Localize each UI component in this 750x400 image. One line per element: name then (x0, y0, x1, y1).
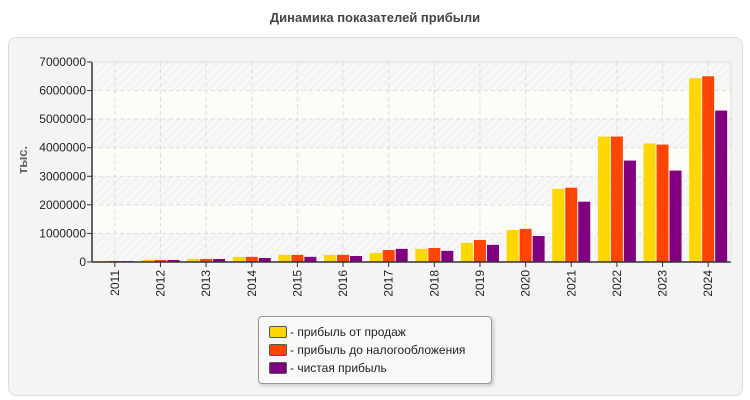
bar (369, 252, 382, 262)
plot-band (92, 90, 731, 120)
x-tick-label: 2018 (427, 270, 441, 297)
bar (519, 228, 532, 262)
x-tick-label: 2021 (564, 270, 578, 297)
x-tick-label: 2012 (153, 270, 167, 297)
y-tick-label: 3000000 (39, 169, 86, 183)
bar (552, 188, 565, 262)
bar (565, 187, 578, 262)
legend-swatch (269, 326, 287, 338)
legend-label: - прибыль до налогообложения (290, 343, 466, 357)
bar (460, 242, 473, 262)
bar (200, 259, 213, 262)
bar (291, 254, 304, 262)
legend-swatch (269, 344, 287, 356)
x-tick-label: 2013 (199, 270, 213, 297)
y-tick-label: 2000000 (39, 198, 86, 212)
x-tick-label: 2017 (382, 270, 396, 297)
bar (532, 236, 545, 262)
x-tick-label: 2015 (290, 270, 304, 297)
bar (715, 110, 728, 262)
y-tick-label: 0 (79, 255, 86, 269)
x-tick-label: 2024 (701, 270, 715, 297)
bar (187, 259, 200, 262)
bar (610, 136, 623, 262)
bar (702, 76, 715, 263)
bar (324, 254, 337, 262)
chart-title: Динамика показателей прибыли (269, 10, 481, 25)
bar (154, 260, 167, 262)
bar (656, 144, 669, 262)
bar (167, 260, 180, 262)
bar (623, 160, 636, 262)
x-tick-label: 2016 (336, 270, 350, 297)
legend-swatch (269, 362, 287, 374)
y-tick-label: 7000000 (39, 55, 86, 69)
x-tick-label: 2023 (656, 270, 670, 297)
y-tick-label: 4000000 (39, 141, 86, 155)
bar (232, 256, 245, 262)
x-tick-label: 2011 (108, 270, 122, 296)
y-tick-label: 1000000 (39, 226, 86, 240)
legend-item: - чистая прибыль (269, 359, 491, 377)
y-tick-label: 6000000 (39, 84, 86, 98)
legend-label: - чистая прибыль (290, 361, 387, 375)
y-axis-label: тыс. (15, 146, 30, 174)
bar (245, 256, 258, 262)
bar (578, 201, 591, 262)
bar (278, 254, 291, 262)
x-tick-label: 2022 (610, 270, 624, 297)
bar (258, 258, 271, 262)
x-tick-label: 2014 (245, 270, 259, 297)
bar (473, 240, 486, 262)
bar (441, 250, 454, 262)
bar (213, 259, 226, 262)
bar (689, 78, 702, 263)
x-tick-label: 2019 (473, 270, 487, 297)
bar (350, 256, 363, 262)
bar (486, 244, 499, 262)
legend-label: - прибыль от продаж (290, 325, 406, 339)
bar (395, 248, 408, 262)
bar (304, 256, 317, 262)
bar (428, 248, 441, 262)
bar (337, 254, 350, 262)
legend: - прибыль от продаж - прибыль до налогоо… (258, 316, 492, 384)
bar (506, 230, 519, 262)
x-tick-label: 2020 (519, 270, 533, 297)
bar (643, 143, 656, 262)
bar (415, 248, 428, 262)
bar (141, 260, 154, 262)
bar (597, 136, 610, 262)
legend-item: - прибыль до налогообложения (269, 341, 491, 359)
y-tick-label: 5000000 (39, 112, 86, 126)
bar (669, 170, 682, 262)
legend-item: - прибыль от продаж (269, 323, 491, 341)
bar (382, 250, 395, 262)
